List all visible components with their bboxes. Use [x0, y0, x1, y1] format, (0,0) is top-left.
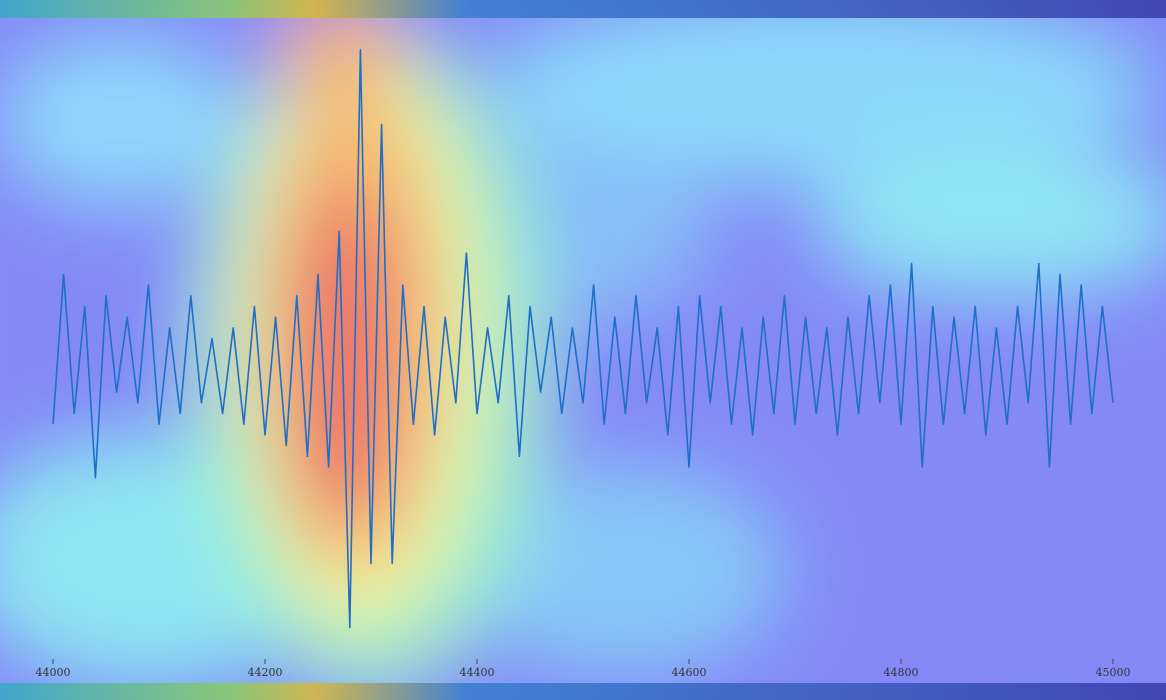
signal-line [52, 48, 1114, 629]
plot-area: 44000 44200 44400 44600 44800 45000 [36, 48, 1131, 679]
x-tick-label: 44200 [248, 666, 283, 679]
x-tick-label: 44000 [36, 666, 71, 679]
x-tick-label: 44600 [672, 666, 707, 679]
x-tick-label: 44400 [460, 666, 495, 679]
x-tick-label: 44800 [884, 666, 919, 679]
top-band [0, 0, 1166, 18]
x-tick-label: 45000 [1096, 666, 1131, 679]
bottom-band [0, 683, 1166, 700]
